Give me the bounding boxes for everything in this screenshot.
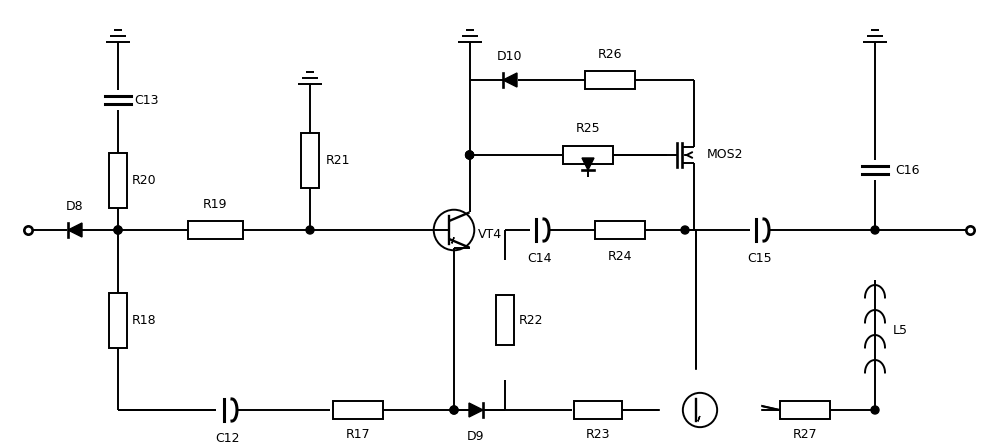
Text: R23: R23 xyxy=(586,429,610,442)
Circle shape xyxy=(871,226,879,234)
Circle shape xyxy=(306,226,314,234)
Text: VT5: VT5 xyxy=(720,412,744,425)
Text: D8: D8 xyxy=(66,199,84,212)
Text: R24: R24 xyxy=(608,249,632,262)
Circle shape xyxy=(683,393,717,427)
Circle shape xyxy=(681,226,689,234)
Text: R21: R21 xyxy=(326,153,351,166)
Circle shape xyxy=(466,151,474,159)
Polygon shape xyxy=(68,223,82,237)
Text: R17: R17 xyxy=(346,429,370,442)
Circle shape xyxy=(114,226,122,234)
Text: R22: R22 xyxy=(519,313,544,326)
Bar xyxy=(109,292,127,347)
Circle shape xyxy=(434,210,474,250)
Text: MOS2: MOS2 xyxy=(707,148,744,161)
Text: L5: L5 xyxy=(893,324,908,337)
Circle shape xyxy=(871,406,879,414)
Text: D9: D9 xyxy=(467,430,485,443)
Circle shape xyxy=(466,151,474,159)
Bar xyxy=(109,152,127,207)
Text: C15: C15 xyxy=(748,252,772,265)
Text: R19: R19 xyxy=(203,198,227,211)
Bar xyxy=(496,295,514,345)
Text: VT5: VT5 xyxy=(715,408,739,421)
Polygon shape xyxy=(503,73,517,87)
Bar xyxy=(188,221,242,239)
Polygon shape xyxy=(452,237,454,243)
Text: R25: R25 xyxy=(576,122,600,135)
Bar xyxy=(660,370,760,447)
Text: R18: R18 xyxy=(132,313,157,326)
Bar xyxy=(301,132,319,187)
Circle shape xyxy=(683,393,717,427)
Text: C12: C12 xyxy=(216,431,240,444)
Text: C14: C14 xyxy=(528,252,552,265)
Text: VT4: VT4 xyxy=(478,228,502,241)
Text: R20: R20 xyxy=(132,173,157,186)
Circle shape xyxy=(450,406,458,414)
Polygon shape xyxy=(698,416,700,422)
Circle shape xyxy=(114,226,122,234)
Circle shape xyxy=(466,151,474,159)
Polygon shape xyxy=(697,415,699,422)
Circle shape xyxy=(450,406,458,414)
Text: D10: D10 xyxy=(497,50,523,63)
Polygon shape xyxy=(469,403,483,417)
Bar xyxy=(563,146,613,164)
Polygon shape xyxy=(582,158,594,170)
Bar xyxy=(780,401,830,419)
Bar xyxy=(585,71,635,89)
Text: C16: C16 xyxy=(895,164,920,177)
Bar xyxy=(595,221,645,239)
Bar xyxy=(333,401,383,419)
Text: R27: R27 xyxy=(793,429,817,442)
Text: C13: C13 xyxy=(134,93,158,106)
Text: R26: R26 xyxy=(598,47,622,60)
Bar xyxy=(574,401,622,419)
